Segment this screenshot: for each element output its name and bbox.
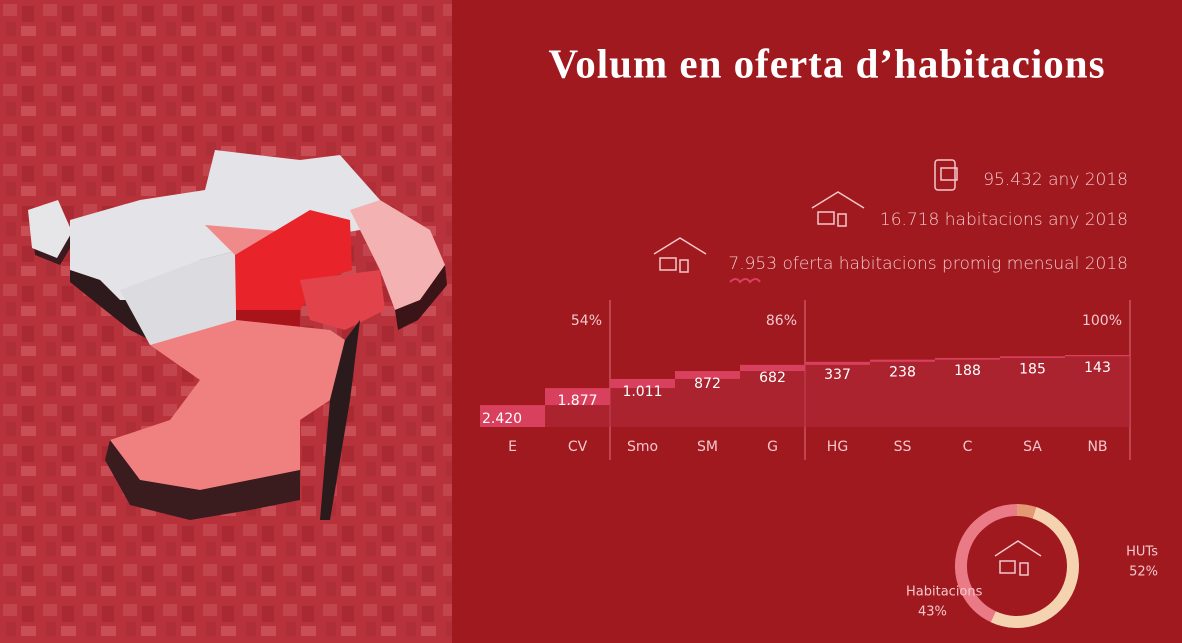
x-tick-label: G [767, 439, 778, 455]
value-label: 188 [954, 363, 981, 379]
x-tick-label: CV [568, 439, 588, 455]
group-label: 54% [571, 313, 602, 329]
x-tick-label: SS [894, 439, 912, 455]
x-tick-label: HG [827, 439, 848, 455]
x-tick-label: E [508, 439, 517, 455]
x-tick-label: SA [1023, 439, 1042, 455]
group-label: 86% [766, 313, 797, 329]
value-label: 872 [694, 376, 721, 392]
value-label: 238 [889, 365, 916, 381]
stat: 95.432 any 2018 [983, 170, 1128, 190]
value-label: 1.011 [622, 384, 662, 400]
stat: 7.953 oferta habitacions promig mensual … [728, 254, 1128, 274]
donut-segment [1017, 510, 1034, 513]
value-label: 43% [918, 605, 947, 620]
group-label: 100% [1082, 313, 1122, 329]
legend-label: Habitacions [906, 585, 983, 600]
infographic: Volum en oferta d’habitacions 95.432 any… [0, 0, 1182, 643]
bar [870, 360, 935, 362]
title: Volum en oferta d’habitacions [548, 40, 1105, 86]
legend-label: HUTs [1126, 545, 1158, 560]
x-tick-label: Smo [627, 439, 658, 455]
value-label: 1.877 [557, 393, 597, 409]
value-label: 185 [1019, 361, 1046, 377]
value-label: 337 [824, 367, 851, 383]
x-tick-label: C [963, 439, 973, 455]
bar [805, 362, 870, 365]
stat: 16.718 habitacions any 2018 [880, 210, 1128, 230]
value-label: 682 [759, 370, 786, 386]
value-label: 52% [1129, 565, 1158, 580]
value-label: 143 [1084, 360, 1111, 376]
bar [1065, 355, 1130, 356]
bar [935, 358, 1000, 360]
bar [1000, 356, 1065, 358]
x-tick-label: SM [697, 439, 718, 455]
value-label: 2.420 [482, 411, 522, 427]
x-tick-label: NB [1087, 439, 1107, 455]
